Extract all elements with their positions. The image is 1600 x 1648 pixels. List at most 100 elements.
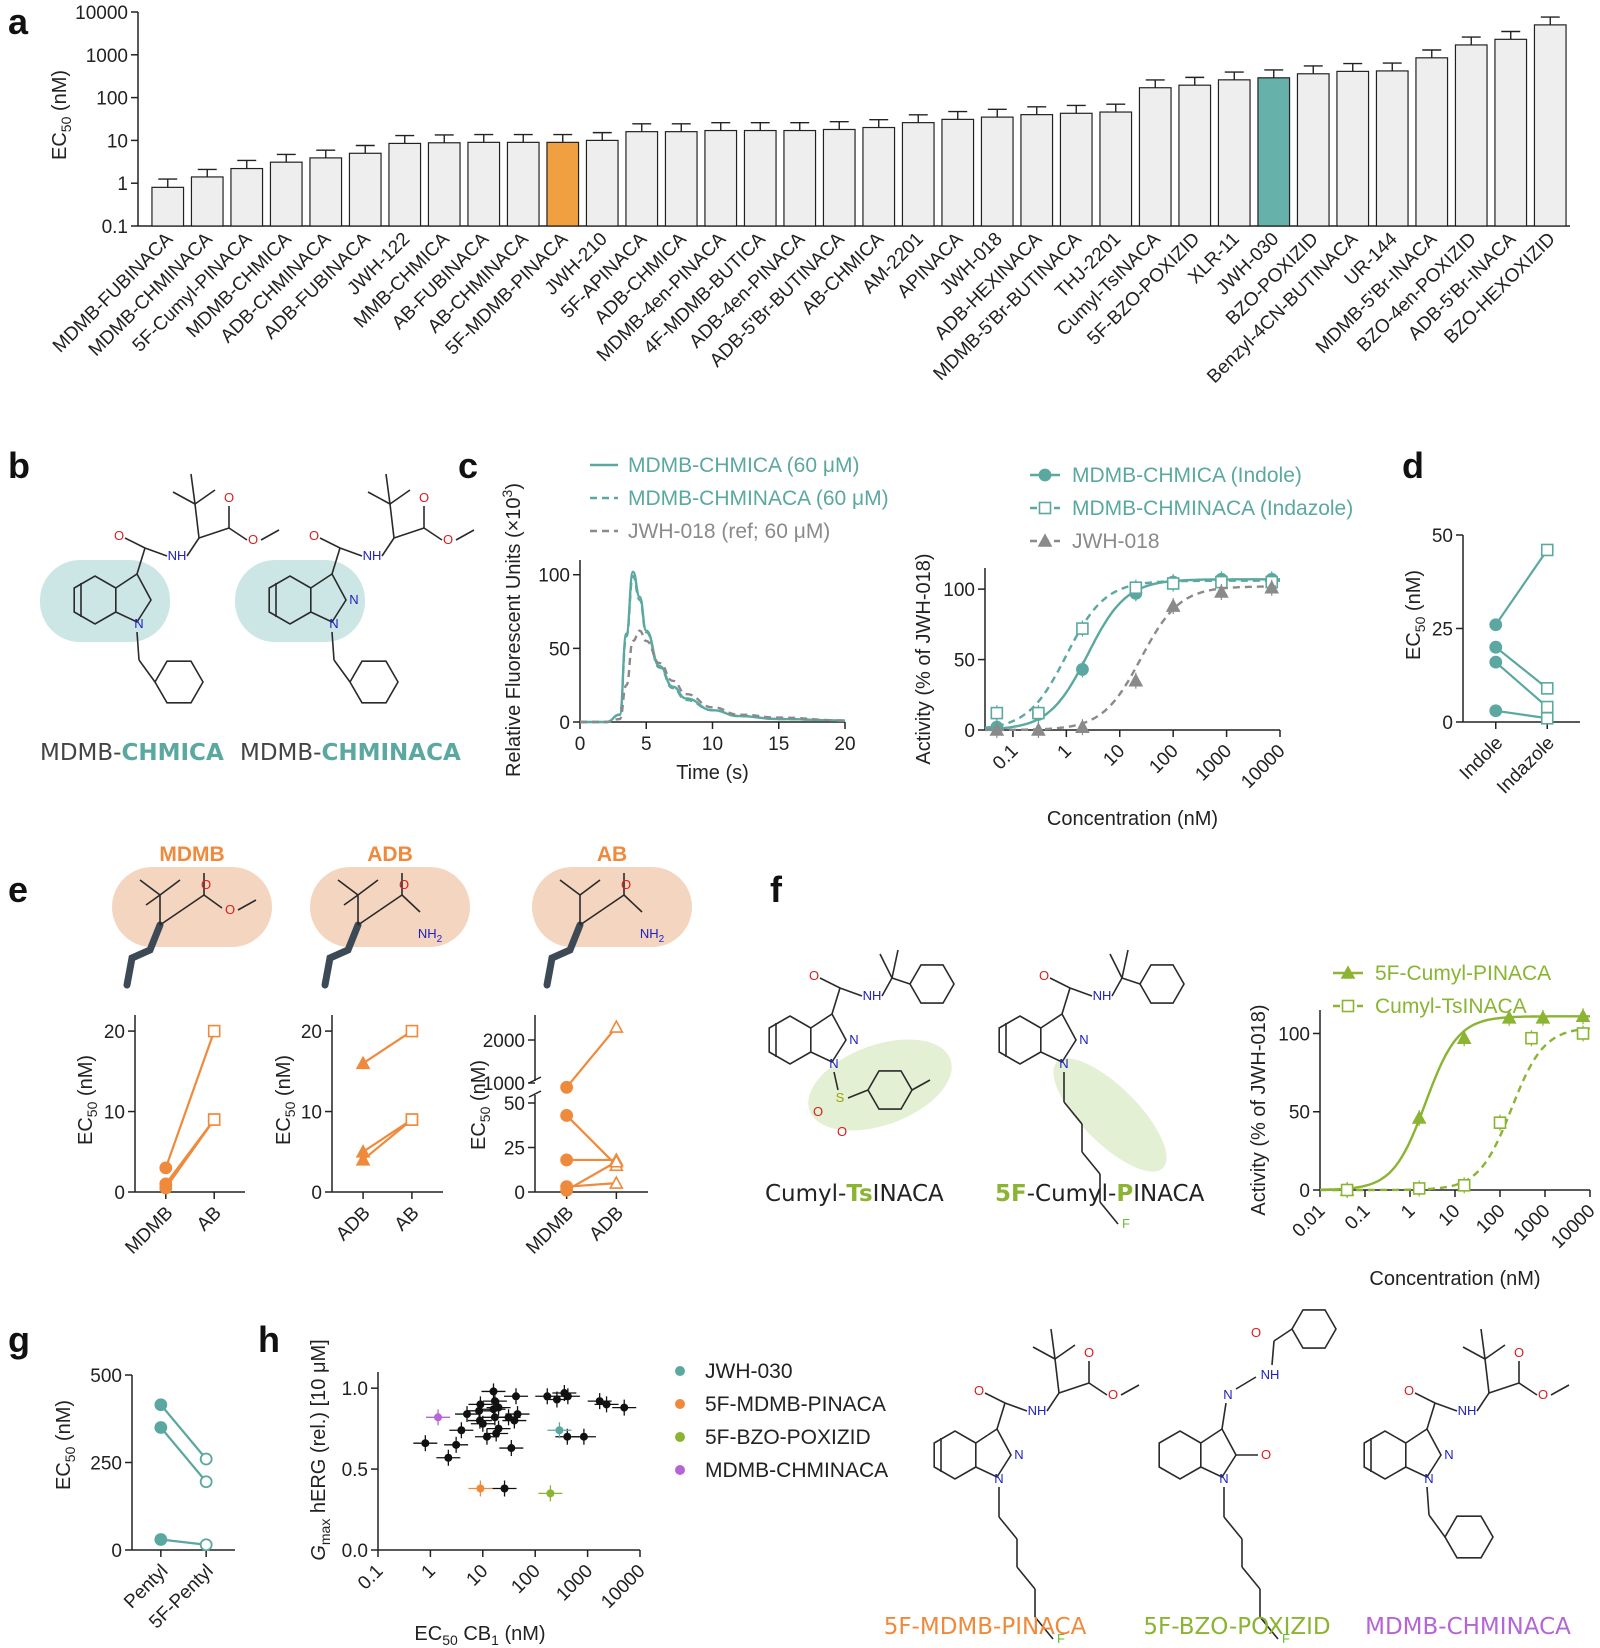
- h-x-tick-label: 10000: [597, 1561, 649, 1613]
- e-y-label: EC50 (nM): [75, 1055, 100, 1145]
- h-x-tick-label: 1: [418, 1561, 440, 1583]
- g-y-tick-label: 0: [111, 1541, 122, 1562]
- e3-pair-line: [565, 1026, 618, 1089]
- bond: [1518, 1382, 1538, 1396]
- bond: [1235, 1376, 1257, 1390]
- h-point: [490, 1413, 499, 1422]
- bond: [1061, 987, 1071, 1015]
- carbonyl-o: O: [1404, 1383, 1414, 1398]
- e1-pair-line: [164, 1118, 216, 1189]
- c-trace-legend-label: JWH-018 (ref; 60 μM): [628, 520, 830, 543]
- a-bar: [546, 141, 580, 227]
- c-dose-point: [1165, 598, 1181, 612]
- f-y-tick-label: 0: [1299, 1181, 1310, 1202]
- bond: [385, 473, 391, 505]
- c-dose-point: [1214, 584, 1229, 598]
- a-bar: [704, 129, 738, 227]
- carbonyl-o: O: [1039, 968, 1049, 983]
- bond: [1462, 1346, 1486, 1360]
- chain-bond: [1063, 1101, 1083, 1125]
- a-bar: [1533, 24, 1567, 227]
- c-dose-point: [1032, 706, 1045, 720]
- h-x-tick-label: 1000: [552, 1561, 597, 1606]
- bond: [1480, 1328, 1486, 1360]
- chain-bond: [998, 1516, 1018, 1540]
- e3-y-tick-label: 1000: [483, 1074, 525, 1095]
- bond: [357, 909, 381, 926]
- a-bar: [664, 131, 698, 227]
- bond: [1426, 1486, 1430, 1516]
- h-point: [476, 1484, 485, 1493]
- bond: [1111, 977, 1123, 997]
- h-y-label: Gmax hERG (rel.) [10 μM]: [308, 1339, 333, 1560]
- five-ring: [1200, 1427, 1237, 1479]
- bond: [423, 527, 443, 541]
- h-point: [510, 1416, 519, 1425]
- e3-point: [560, 1153, 574, 1167]
- d-point: [1489, 704, 1503, 718]
- c-dose-y-tick-label: 0: [964, 721, 975, 742]
- panel-label-a: a: [8, 1, 29, 42]
- bond: [203, 894, 223, 909]
- a-bar: [1296, 73, 1330, 227]
- h-mol-name: 5F-MDMB-PINACA: [884, 1614, 1087, 1640]
- c-dose-fit-curve: [984, 585, 1280, 732]
- c-trace-y-tick-label: 100: [538, 566, 570, 587]
- c-dose-y-label: Activity (% of JWH-018): [913, 553, 935, 764]
- e1-point: [159, 1161, 173, 1175]
- carbonyl-o: O: [114, 528, 124, 543]
- five-ring: [810, 1012, 847, 1064]
- phenyl-ring: [909, 964, 955, 1004]
- e1-point: [207, 1113, 221, 1126]
- bond: [198, 527, 230, 539]
- a-bar: [1336, 70, 1370, 227]
- a-bar: [1138, 87, 1172, 227]
- panel-a-bar-chart: 0.1110100100010000MDMB-FUBINACAMDMB-CHMI…: [49, 3, 1570, 388]
- ring-n1: N: [994, 1471, 1003, 1486]
- c-dose-legend-marker: [1038, 468, 1052, 482]
- bond: [136, 631, 140, 661]
- bond: [1109, 953, 1123, 979]
- a-bar: [1217, 79, 1251, 227]
- e2-y-tick-label: 10: [301, 1103, 322, 1124]
- c-dose-x-tick-label: 100: [1145, 741, 1182, 778]
- f-point: [1525, 1031, 1538, 1045]
- bond: [1484, 1358, 1490, 1394]
- bond: [623, 894, 643, 913]
- d-y-tick-label: 0: [1442, 713, 1453, 734]
- chain-bond: [1099, 1201, 1119, 1225]
- phenyl-ring: [1291, 1309, 1337, 1349]
- c-dose-x-label: Concentration (nM): [1047, 808, 1218, 830]
- bond: [1120, 1384, 1140, 1396]
- a-bar: [980, 116, 1014, 227]
- e-y-label: EC50 (nM): [468, 1060, 493, 1150]
- h-legend-marker: [675, 1399, 685, 1409]
- e3-point: [560, 1080, 574, 1094]
- bond: [331, 631, 335, 661]
- e3-point: [560, 1109, 574, 1122]
- bond: [331, 547, 341, 575]
- h-point: [579, 1432, 588, 1441]
- a-bar: [743, 129, 777, 227]
- h-point: [444, 1453, 453, 1462]
- a-bar: [625, 131, 659, 227]
- chain-bond: [1223, 1516, 1243, 1540]
- a-bar: [1494, 38, 1528, 227]
- panel-label-g: g: [8, 1319, 30, 1360]
- c-dose-x-tick-label: 10: [1099, 741, 1129, 771]
- c-dose-x-tick-label: 1: [1054, 741, 1076, 763]
- ester-o: O: [248, 532, 258, 547]
- bond: [319, 537, 341, 549]
- h-point: [552, 1395, 561, 1404]
- bond: [1434, 1402, 1458, 1412]
- c-trace-series-line: [580, 629, 846, 724]
- a-y-tick-label: 1: [117, 174, 128, 195]
- a-bar: [309, 157, 343, 227]
- bond: [455, 529, 475, 541]
- carbonyl-o: O: [974, 1383, 984, 1398]
- ester-o: O: [225, 902, 235, 917]
- fluorine: F: [1057, 1631, 1065, 1646]
